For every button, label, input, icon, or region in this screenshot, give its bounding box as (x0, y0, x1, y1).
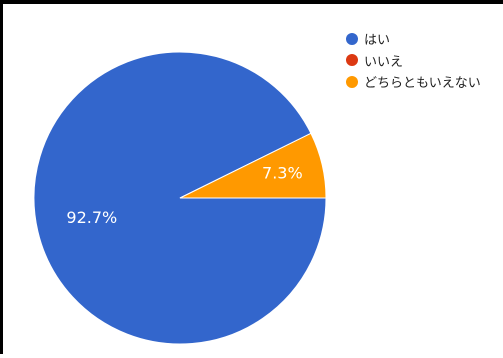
legend-label-no: いいえ (364, 54, 404, 70)
slice-neutral[interactable] (179, 132, 327, 199)
legend-swatch-yes (346, 32, 358, 45)
legend: はい いいえ どちらともいえない (346, 28, 481, 93)
legend-swatch-neutral (346, 75, 358, 88)
legend-label-neutral: どちらともいえない (364, 76, 481, 92)
legend-item-yes[interactable]: はい (346, 28, 481, 50)
slice-label-neutral: 7.3% (262, 164, 303, 183)
legend-item-no[interactable]: いいえ (346, 50, 481, 72)
legend-label-yes: はい (364, 33, 391, 49)
legend-swatch-no (346, 54, 358, 67)
pie-chart: 92.7% 7.3% (33, 51, 327, 345)
slice-label-yes: 92.7% (66, 208, 117, 227)
legend-item-neutral[interactable]: どちらともいえない (346, 71, 481, 93)
